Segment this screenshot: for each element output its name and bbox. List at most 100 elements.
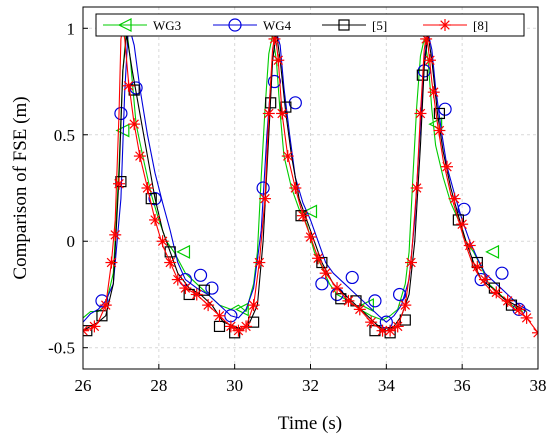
asterisk-stroke [260,193,270,204]
series-marker-8 [296,209,309,222]
asterisk-stroke [457,219,467,229]
y-axis-label: Comparison of FSE (m) [10,96,31,279]
series-marker-wg4 [345,270,359,285]
asterisk-stroke [449,193,460,204]
asterisk-stroke [89,321,100,332]
asterisk-stroke [165,257,175,268]
asterisk-stroke [83,329,88,336]
asterisk-stroke [233,325,244,336]
series-marker-8 [376,324,389,337]
series-marker-8 [520,311,533,324]
series-marker-8 [179,282,192,295]
series-marker-8 [319,267,332,280]
asterisk-stroke [135,151,145,161]
asterisk-stroke [254,257,265,268]
x-tick-label: 28 [150,376,167,395]
asterisk-stroke [521,313,532,323]
series-marker-8 [202,299,215,312]
asterisk-stroke [313,253,323,264]
asterisk-stroke [491,287,502,298]
series-marker-8 [259,192,271,205]
series-marker-8 [281,150,294,163]
series-marker-5 [83,325,93,337]
series-marker-8 [312,252,325,265]
legend-marker-5 [338,19,350,31]
legend-marker-wg4 [228,18,242,32]
series-marker-8 [99,299,112,312]
y-tick-label: 0.5 [54,126,75,145]
asterisk-stroke [273,55,284,65]
asterisk-stroke [114,178,124,189]
series-marker-5 [229,327,241,339]
asterisk-stroke [425,55,435,65]
series-marker-8 [423,54,436,67]
series-marker-8 [133,150,146,163]
x-tick-label: 36 [454,376,471,395]
asterisk-stroke [415,108,426,119]
asterisk-stroke [150,215,160,225]
series-marker-8 [331,282,344,295]
series-marker-5 [316,256,328,269]
y-tick-label: 0 [67,232,76,251]
series-marker-wg4 [205,281,219,295]
series-marker-8 [88,320,101,333]
asterisk-stroke [290,183,301,193]
series-marker-5 [280,101,292,113]
series-marker-8 [501,294,514,307]
series-marker-8 [109,228,122,241]
series-marker-wg3 [303,204,318,219]
tick-layer: 26 28 30 32 34 36 38 -0.5 0 0.5 1 [48,19,546,395]
asterisk-stroke [472,262,483,272]
series-marker-wg4 [495,266,509,280]
series-marker-8 [253,256,266,269]
asterisk-stroke [434,125,445,136]
asterisk-stroke [214,311,225,321]
series-marker-8 [240,320,253,333]
legend-label-8: [8] [473,18,488,33]
legend-marker-wg3 [117,18,132,32]
series-marker-5 [265,97,277,109]
series-marker-5 [452,214,464,226]
series-marker-8 [391,320,404,333]
series-marker-8 [262,107,275,120]
legend-label-wg4: WG4 [263,18,292,33]
asterisk-stroke [241,321,251,332]
series-marker-wg4 [393,287,407,302]
series-marker-wg4 [288,96,302,110]
series-marker-wg3 [176,244,191,259]
x-axis-label: Time (s) [278,413,342,434]
series-marker-8 [463,239,476,252]
series-marker-8 [224,320,237,333]
asterisk-stroke [101,300,111,310]
asterisk-stroke [123,81,134,91]
asterisk-stroke [406,257,416,268]
series-marker-8 [272,54,285,67]
asterisk-stroke [385,325,395,336]
series-marker-wg4 [315,277,329,291]
series-marker-5 [248,316,260,328]
series-marker-wg4 [193,268,208,282]
series-marker-8 [164,256,177,269]
asterisk-stroke [366,317,376,327]
x-tick-label: 38 [530,376,547,395]
legend: WG3 WG4 [5] [8] [95,13,525,37]
asterisk-stroke [264,108,274,119]
series-marker-5 [505,299,518,311]
asterisk-stroke [442,161,452,172]
asterisk-stroke [320,268,331,278]
asterisk-stroke [480,274,490,285]
asterisk-stroke [533,328,538,334]
series-marker-8 [105,256,118,269]
series-marker-8 [247,299,260,312]
asterisk-stroke [411,183,422,193]
x-tick-label: 32 [302,376,319,395]
series-marker-8 [427,86,440,99]
series-marker-8 [289,182,302,194]
series-marker-8 [353,303,366,316]
series-marker-8 [213,309,226,322]
asterisk-stroke [157,236,168,246]
series-marker-wg4 [438,102,452,116]
asterisk-stroke [129,119,139,129]
legend-label-5: [5] [372,18,387,33]
